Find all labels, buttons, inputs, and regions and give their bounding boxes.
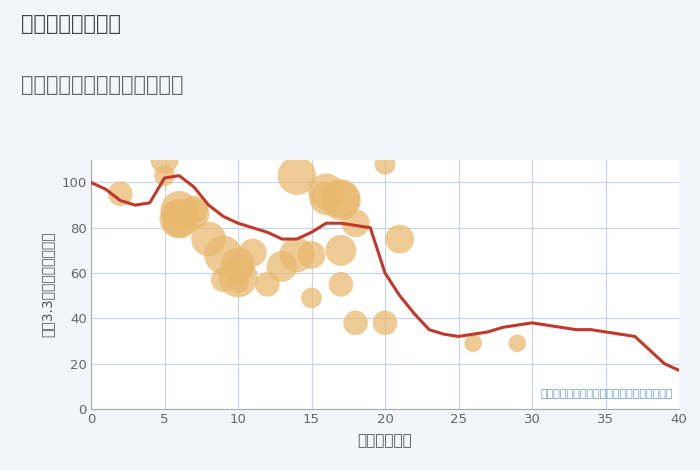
Point — [468, 339, 479, 347]
Point — [188, 206, 199, 213]
Text: 築年数別中古マンション価格: 築年数別中古マンション価格 — [21, 75, 183, 95]
Point — [306, 294, 317, 302]
Point — [159, 172, 170, 180]
Point — [335, 195, 346, 202]
Y-axis label: 坪（3.3㎡）単価（万円）: 坪（3.3㎡）単価（万円） — [41, 232, 55, 337]
Point — [321, 188, 332, 195]
Point — [394, 235, 405, 243]
Point — [321, 195, 332, 202]
Point — [174, 215, 185, 222]
X-axis label: 築年数（年）: 築年数（年） — [358, 433, 412, 448]
Point — [379, 161, 391, 168]
Point — [247, 249, 258, 257]
Point — [203, 235, 214, 243]
Point — [232, 260, 244, 268]
Point — [115, 190, 126, 197]
Point — [262, 281, 273, 288]
Point — [291, 251, 302, 258]
Point — [218, 276, 229, 283]
Point — [335, 247, 346, 254]
Point — [174, 217, 185, 225]
Point — [306, 251, 317, 258]
Point — [188, 211, 199, 218]
Point — [232, 274, 244, 282]
Point — [232, 265, 244, 272]
Point — [512, 339, 523, 347]
Point — [159, 156, 170, 164]
Point — [291, 172, 302, 180]
Point — [174, 206, 185, 213]
Text: 三重県津市青葉台: 三重県津市青葉台 — [21, 14, 121, 34]
Point — [335, 197, 346, 204]
Point — [350, 319, 361, 327]
Point — [218, 251, 229, 258]
Point — [276, 262, 288, 270]
Point — [379, 319, 391, 327]
Point — [350, 219, 361, 227]
Point — [335, 281, 346, 288]
Text: 円の大きさは、取引のあった物件面積を示す: 円の大きさは、取引のあった物件面積を示す — [540, 389, 673, 399]
Point — [174, 212, 185, 220]
Point — [232, 278, 244, 286]
